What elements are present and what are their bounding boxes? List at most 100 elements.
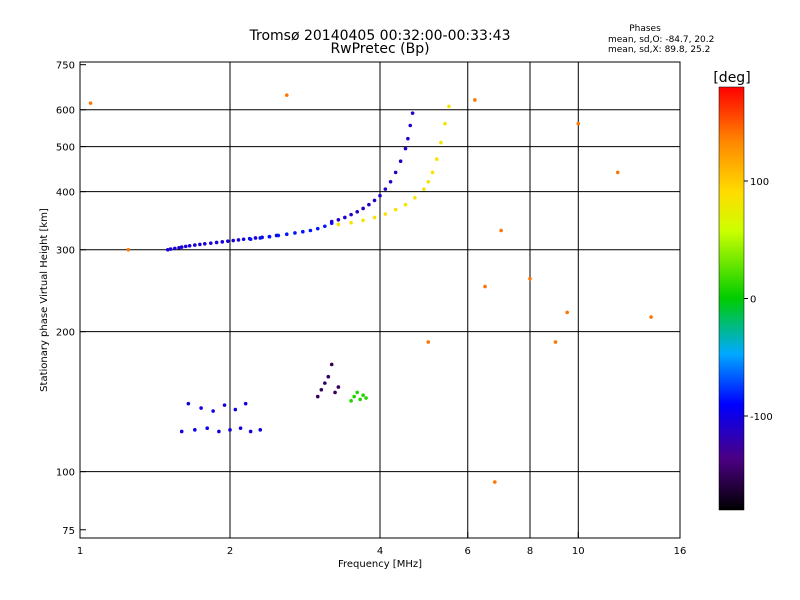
data-point: [308, 228, 313, 233]
y-tick-label: 100: [56, 468, 75, 479]
data-point: [406, 136, 410, 141]
data-point: [528, 276, 532, 281]
colorbar-label: [deg]: [713, 70, 750, 86]
x-tick-label: 16: [674, 546, 687, 557]
data-point: [217, 429, 221, 434]
data-point: [236, 238, 241, 242]
data-point: [187, 243, 192, 248]
data-point: [447, 104, 451, 109]
data-point: [323, 224, 327, 229]
y-axis-ticks: 75 100 200 300 400 500 600 750: [56, 61, 86, 537]
data-point: [165, 247, 170, 252]
data-point: [349, 212, 353, 217]
data-point: [126, 247, 131, 252]
data-point: [198, 242, 202, 247]
data-point: [352, 394, 356, 399]
colorbar-tick-label: 0: [750, 295, 756, 306]
data-point: [243, 401, 248, 406]
data-point: [367, 202, 371, 207]
chart-title: Tromsø 20140405 00:32:00-00:33:43: [249, 28, 511, 44]
data-point: [372, 198, 377, 203]
data-point: [267, 234, 272, 239]
data-point: [336, 385, 341, 389]
data-point: [211, 409, 215, 413]
data-point: [258, 428, 263, 432]
data-point: [238, 426, 243, 430]
data-point: [361, 218, 365, 223]
data-point: [88, 101, 93, 105]
data-point: [439, 140, 443, 145]
data-point: [364, 396, 368, 400]
data-point: [493, 480, 497, 484]
y-tick-label: 75: [62, 526, 75, 537]
data-point: [173, 246, 177, 251]
colorbar-ticks: 100 0 -100: [744, 177, 773, 423]
data-point: [403, 202, 408, 207]
data-point: [183, 244, 188, 249]
data-point: [336, 217, 341, 222]
data-point: [434, 157, 439, 161]
data-point: [422, 187, 426, 191]
data-point: [233, 407, 238, 412]
data-point: [383, 212, 388, 216]
x-tick-label: 1: [77, 546, 83, 557]
data-point: [649, 315, 653, 319]
grid-lines: [80, 62, 680, 538]
data-point: [443, 121, 447, 126]
data-point: [383, 187, 388, 191]
x-tick-label: 6: [465, 546, 471, 557]
data-point: [179, 429, 184, 434]
stats-heading: Phases: [629, 24, 661, 34]
data-point: [343, 215, 347, 220]
data-point: [248, 429, 253, 434]
data-point: [329, 362, 334, 367]
chart-subtitle: RwPretec (Bp): [330, 41, 429, 57]
y-axis-label: Stationary phase Virtual Height [km]: [39, 208, 50, 392]
data-point: [205, 426, 209, 430]
data-point: [214, 240, 219, 245]
data-point: [177, 245, 181, 250]
data-point: [336, 222, 341, 227]
colorbar-tick-label: -100: [750, 412, 773, 423]
y-tick-label: 500: [56, 143, 75, 154]
data-point: [576, 121, 581, 126]
data-point: [208, 241, 213, 245]
data-point: [398, 159, 403, 164]
data-point: [231, 238, 236, 243]
y-tick-label: 750: [56, 61, 75, 72]
data-point: [220, 240, 225, 244]
data-point: [301, 229, 305, 234]
x-axis-ticks: 1 2 4 6 8 10 16: [77, 532, 687, 557]
data-point: [222, 403, 227, 407]
data-point: [355, 210, 359, 214]
data-point: [276, 233, 281, 238]
data-point: [403, 146, 408, 151]
data-point: [349, 399, 353, 403]
data-point: [241, 237, 246, 242]
data-point: [372, 215, 377, 220]
x-tick-label: 4: [377, 546, 383, 557]
data-point: [329, 219, 334, 224]
data-point: [361, 206, 365, 211]
y-tick-label: 200: [56, 328, 75, 339]
data-point: [193, 428, 197, 432]
data-point: [426, 340, 431, 344]
data-point: [323, 381, 327, 385]
data-point: [293, 231, 297, 235]
data-point: [326, 374, 331, 379]
x-tick-label: 8: [527, 546, 533, 557]
x-axis-label: Frequency [MHz]: [338, 559, 422, 570]
data-point: [349, 220, 353, 225]
data-point: [565, 310, 569, 315]
data-point: [315, 394, 320, 399]
y-tick-label: 600: [56, 106, 75, 117]
colorbar: [718, 86, 745, 511]
data-point: [284, 93, 289, 97]
data-point: [499, 228, 503, 233]
data-point: [355, 390, 359, 395]
data-point: [248, 237, 253, 242]
data-point: [393, 207, 398, 212]
stats-o: mean, sd,O: -84.7, 20.2: [608, 35, 714, 45]
y-tick-label: 300: [56, 246, 75, 257]
